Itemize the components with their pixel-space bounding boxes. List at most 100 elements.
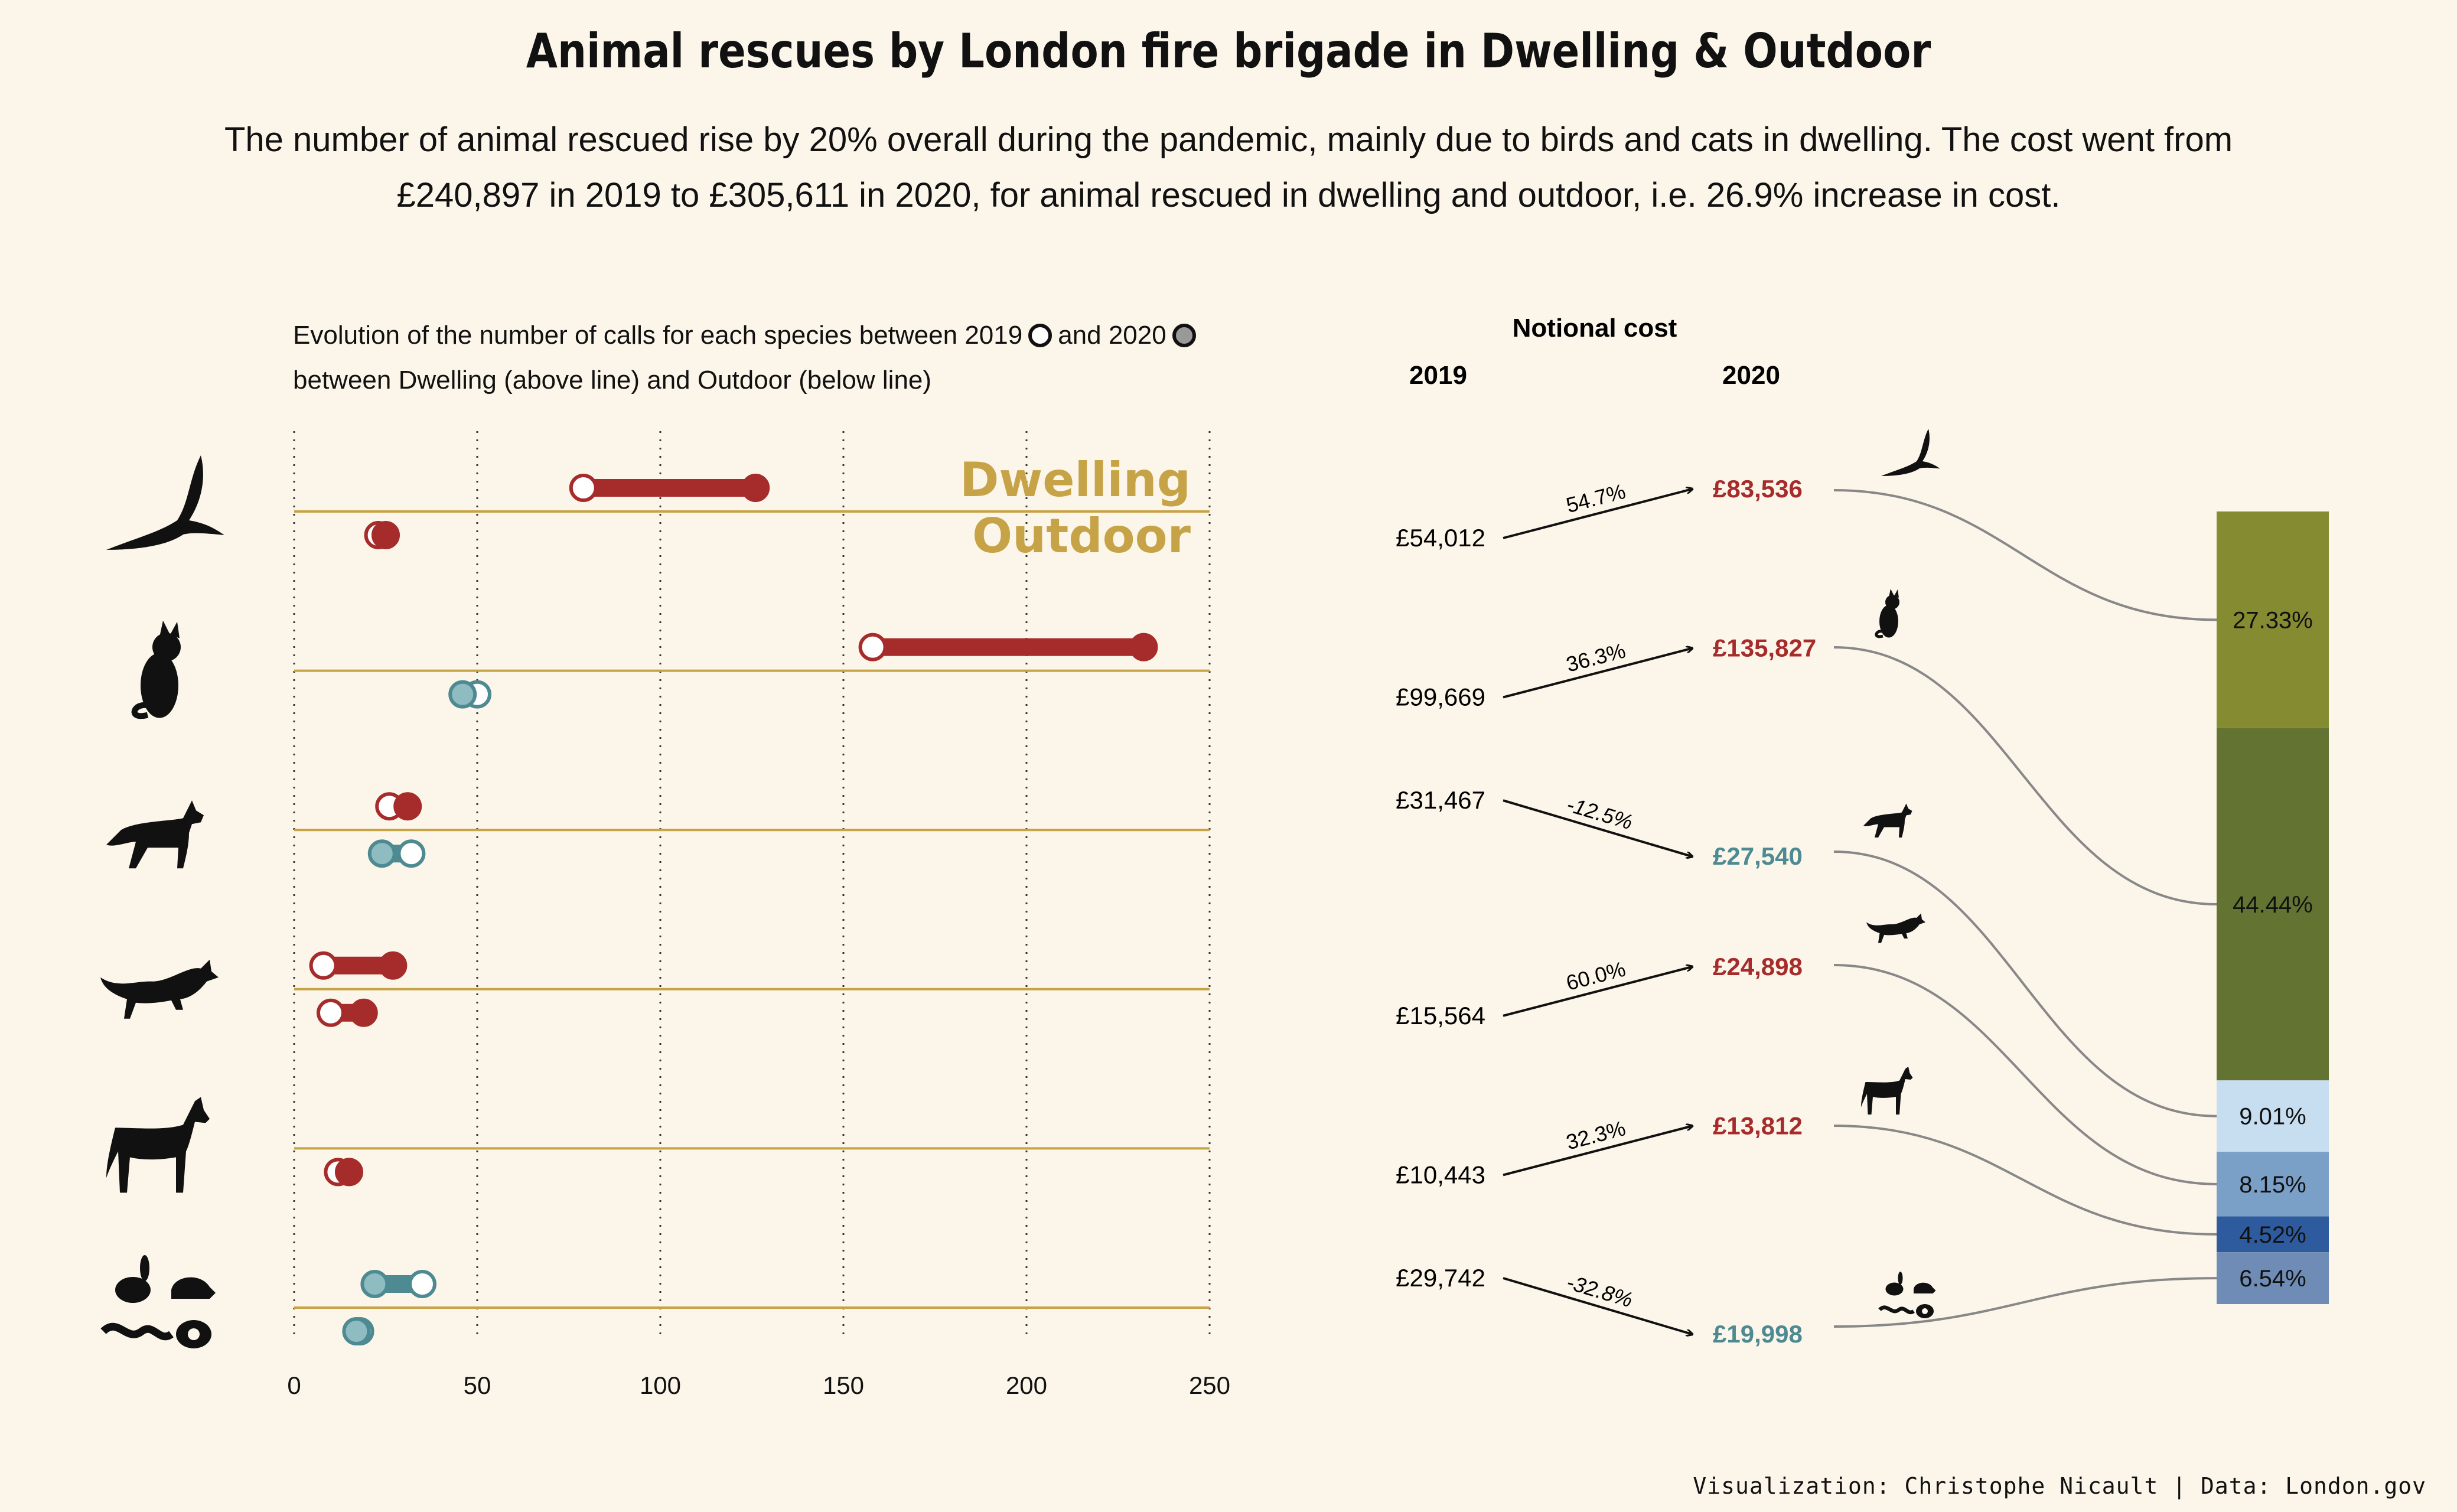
slope-title: Notional cost	[1513, 314, 1677, 343]
cost-2020-label: £135,827	[1713, 634, 1816, 662]
turtle-shell-pattern	[188, 1328, 200, 1340]
cat-icon	[131, 620, 181, 719]
hedgehog-shape	[171, 1277, 216, 1299]
bar-segment-label: 44.44%	[2233, 892, 2313, 918]
legend-text-line2: between Dwelling (above line) and Outdoo…	[293, 366, 932, 395]
x-tick-label: 50	[464, 1371, 491, 1399]
connector-line	[1833, 1125, 2217, 1236]
dwelling-point-2020	[379, 951, 408, 980]
dumbbell-layer	[309, 474, 1158, 1345]
bar-segment-label: 4.52%	[2239, 1222, 2306, 1248]
cat-ears	[1889, 589, 1899, 598]
fox-shape	[100, 959, 219, 1019]
slope-layer: Notional cost 2019 2020 £54,012 54.7% £83,536…	[1396, 314, 1816, 1348]
x-tick-label: 150	[823, 1371, 864, 1399]
outdoor-point-2020	[335, 1158, 363, 1187]
cost-arrow	[1503, 1126, 1692, 1177]
fox-icon	[100, 959, 219, 1019]
connector-line	[1833, 850, 2217, 1117]
x-tick-label: 200	[1006, 1371, 1047, 1399]
cost-2019-label: £99,669	[1396, 683, 1485, 711]
cost-change-label: 60.0%	[1563, 957, 1628, 995]
bar-segment-label: 27.33%	[2233, 607, 2313, 633]
cat-tail	[1875, 630, 1887, 638]
outdoor-point-2020	[342, 1317, 371, 1345]
dog-icon	[1863, 803, 1912, 838]
caption: Visualization: Christophe Nicault | Data…	[1693, 1473, 2426, 1499]
dwelling-point-2019	[858, 633, 887, 662]
outdoor-point-2020	[349, 998, 378, 1027]
dwelling-point-2020	[1129, 633, 1158, 662]
turtle-shell-pattern	[1922, 1308, 1928, 1314]
cost-arrow	[1503, 799, 1692, 856]
cost-change-label: 32.3%	[1563, 1116, 1628, 1154]
rabbit-shape	[1885, 1282, 1904, 1296]
cost-2020-label: £27,540	[1713, 842, 1803, 870]
cost-2020-label: £13,812	[1713, 1112, 1803, 1139]
cost-2020-label: £19,998	[1713, 1320, 1803, 1348]
slope-header-2020: 2020	[1722, 361, 1780, 390]
cat-body	[1879, 605, 1898, 638]
dwelling-point-2020	[393, 792, 422, 821]
horse-shape	[106, 1097, 210, 1193]
dog-icon	[106, 800, 204, 869]
cost-arrow	[1503, 489, 1692, 539]
cost-arrow	[1503, 1277, 1692, 1334]
bar-segment	[2217, 1152, 2329, 1217]
connector-line	[1833, 489, 2217, 621]
bar-segment	[2217, 511, 2329, 728]
bird-shape	[1881, 429, 1940, 476]
small-animals-icon	[100, 1255, 216, 1348]
rabbit-ear	[140, 1255, 149, 1281]
cost-arrow	[1503, 649, 1692, 699]
snake-shape	[100, 1322, 174, 1341]
outdoor-point-2019	[397, 839, 426, 868]
cost-2020-label: £83,536	[1713, 475, 1803, 503]
chart-subtitle: The number of animal rescued rise by 20%…	[224, 120, 2233, 214]
cost-change-label: 36.3%	[1563, 638, 1628, 676]
cost-arrow	[1503, 967, 1692, 1017]
bar-segment	[2217, 1216, 2329, 1253]
dwelling-point-2020	[360, 1270, 389, 1298]
dwelling-point-2019	[309, 951, 338, 980]
horse-icon	[106, 1097, 210, 1193]
cost-2019-label: £29,742	[1396, 1264, 1485, 1292]
x-tick-label: 250	[1189, 1371, 1230, 1399]
dwelling-point-2019	[408, 1270, 436, 1298]
legend-dot-2019-icon	[1028, 324, 1052, 347]
cost-2019-label: £10,443	[1396, 1161, 1485, 1188]
cat-tail	[131, 702, 155, 719]
outdoor-point-2020	[367, 839, 396, 868]
fox-icon	[1866, 913, 1925, 943]
icon-layer	[100, 429, 1940, 1348]
cat-icon	[1875, 589, 1899, 638]
cost-2020-label: £24,898	[1713, 953, 1803, 980]
connector-line	[1833, 964, 2217, 1185]
chart-title: Animal rescues by London fire brigade in…	[526, 24, 1931, 79]
x-tick-label: 100	[640, 1371, 681, 1399]
bird-shape	[106, 455, 224, 550]
bar-segment	[2217, 1252, 2329, 1304]
x-tick-label: 0	[287, 1371, 301, 1399]
legend-dot-2020-icon	[1172, 324, 1196, 347]
cost-2019-label: £54,012	[1396, 524, 1485, 552]
bar-segment-label: 9.01%	[2239, 1104, 2306, 1130]
fox-shape	[1866, 913, 1925, 943]
cat-head	[1885, 595, 1899, 610]
bird-icon	[106, 455, 224, 550]
cost-change-label: 54.7%	[1563, 479, 1628, 517]
rabbit-shape	[115, 1277, 151, 1303]
outdoor-point-2020	[372, 521, 400, 549]
slope-header-2019: 2019	[1409, 361, 1467, 390]
outdoor-label: Outdoor	[972, 509, 1191, 563]
cost-2019-label: £15,564	[1396, 1002, 1485, 1029]
legend-text-2020: and 2020	[1058, 321, 1166, 350]
connector-line	[1833, 646, 2217, 906]
horse-shape	[1861, 1067, 1913, 1115]
horse-icon	[1861, 1067, 1913, 1115]
outdoor-point-2020	[448, 680, 477, 709]
outdoor-point-2019	[317, 998, 345, 1027]
bird-icon	[1881, 429, 1940, 476]
